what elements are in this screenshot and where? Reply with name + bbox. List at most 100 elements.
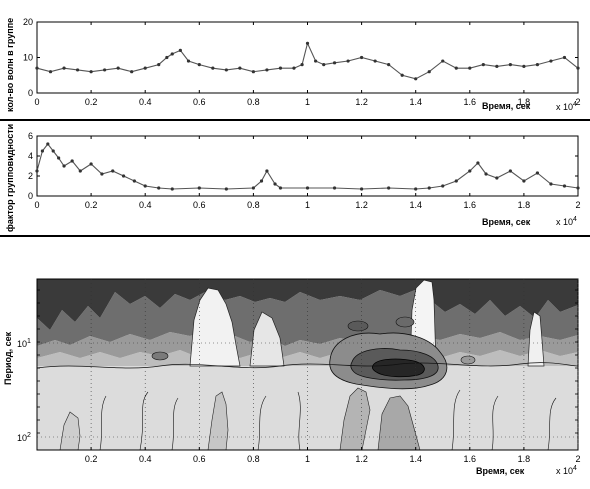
plume-0.85 bbox=[249, 311, 285, 367]
data-point bbox=[35, 66, 39, 70]
x-tick-label: 0.8 bbox=[247, 454, 260, 464]
x-tick-label: 0.2 bbox=[85, 454, 98, 464]
island-4 bbox=[460, 355, 476, 365]
data-point bbox=[48, 70, 53, 74]
blob-core bbox=[371, 358, 425, 378]
data-point bbox=[251, 70, 255, 74]
data-point bbox=[143, 184, 147, 188]
data-point bbox=[46, 142, 50, 146]
x-tick-label: 0.6 bbox=[193, 97, 206, 107]
panel-2-x-multiplier: x 104 bbox=[556, 216, 577, 227]
data-point bbox=[259, 179, 264, 183]
x-tick-label: 1 bbox=[305, 200, 310, 210]
data-point bbox=[211, 66, 215, 70]
data-point bbox=[35, 169, 39, 173]
x-tick-label: 1.8 bbox=[518, 200, 531, 210]
panel-group-factor: 0 0.2 0.4 0.6 0.8 1 1.2 1.4 1.6 1.8 2 0 2 4 6 Время, … bbox=[5, 124, 581, 232]
contour-line-b bbox=[99, 389, 557, 450]
data-point bbox=[78, 169, 82, 173]
lower-plume-4 bbox=[59, 411, 81, 450]
y-tick-label: 10 bbox=[23, 53, 33, 63]
x-tick-label: 0 bbox=[34, 200, 39, 210]
data-point bbox=[508, 63, 512, 67]
data-point bbox=[157, 63, 161, 67]
data-point bbox=[360, 187, 364, 191]
data-point bbox=[454, 66, 458, 70]
data-point bbox=[508, 169, 512, 173]
x-tick-label: 1.8 bbox=[518, 97, 531, 107]
x-tick-label: 1.6 bbox=[464, 454, 477, 464]
data-point bbox=[197, 186, 201, 190]
data-point bbox=[427, 186, 431, 190]
data-point bbox=[157, 186, 161, 190]
level-medium-dark bbox=[37, 290, 578, 346]
data-point bbox=[143, 66, 147, 70]
panel-2-series bbox=[35, 142, 580, 191]
data-point bbox=[522, 64, 526, 68]
data-point bbox=[238, 66, 242, 70]
data-point bbox=[346, 59, 350, 63]
panel-1-x-ticks: 0 0.2 0.4 0.6 0.8 1 1.2 1.4 1.6 1.8 2 bbox=[34, 22, 581, 107]
data-point bbox=[441, 184, 445, 188]
x-tick-label: 1.4 bbox=[409, 200, 422, 210]
data-point bbox=[400, 73, 404, 77]
y-tick-label: 0 bbox=[28, 88, 33, 98]
data-point bbox=[62, 66, 66, 70]
x-tick-label: 1 bbox=[305, 97, 310, 107]
data-point bbox=[314, 59, 318, 63]
data-point bbox=[40, 149, 45, 153]
panel-3-ylabel: Период, сек bbox=[3, 331, 13, 385]
data-point bbox=[51, 149, 55, 153]
data-point bbox=[373, 59, 377, 63]
data-point bbox=[332, 61, 337, 65]
data-point bbox=[121, 174, 126, 178]
data-point bbox=[89, 162, 93, 166]
data-point bbox=[562, 184, 567, 188]
x-tick-label: 1.2 bbox=[355, 200, 368, 210]
panel-wavelet: 0.2 0.4 0.6 0.8 1 1.2 1.4 1.6 1.8 2 101 102 Время… bbox=[3, 278, 581, 476]
data-point bbox=[116, 66, 120, 70]
wavelet-contour-fill bbox=[37, 279, 578, 450]
panel-3-xlabel: Время, сек bbox=[476, 466, 525, 476]
island-1 bbox=[151, 351, 169, 361]
data-point bbox=[178, 48, 182, 53]
data-point bbox=[495, 176, 499, 180]
y-tick-label: 20 bbox=[23, 17, 33, 27]
panel-3-y-tick-10-1: 101 bbox=[17, 338, 31, 349]
y-tick-label: 0 bbox=[28, 191, 33, 201]
data-point bbox=[265, 169, 269, 173]
data-point bbox=[441, 59, 445, 63]
data-point bbox=[549, 182, 553, 186]
panel-1-frame bbox=[36, 21, 579, 94]
panel-3-grid bbox=[37, 279, 579, 450]
level-dark-top bbox=[37, 279, 578, 330]
data-point bbox=[414, 77, 418, 81]
data-point bbox=[535, 63, 540, 67]
panel-3-y-tick-10-2: 102 bbox=[17, 432, 31, 443]
panel-1-series bbox=[35, 41, 580, 81]
x-tick-label: 0.8 bbox=[247, 97, 260, 107]
plume-0.65 bbox=[189, 287, 241, 367]
data-point bbox=[265, 68, 269, 72]
panel-3-x-ticks: 0.2 0.4 0.6 0.8 1 1.2 1.4 1.6 1.8 2 bbox=[85, 447, 581, 464]
data-point bbox=[292, 66, 296, 70]
data-point bbox=[454, 179, 458, 183]
island-2 bbox=[347, 320, 369, 332]
data-point bbox=[130, 70, 134, 74]
x-tick-label: 1.6 bbox=[464, 97, 477, 107]
data-point bbox=[360, 55, 364, 60]
x-tick-label: 1.2 bbox=[355, 454, 368, 464]
x-tick-label: 0 bbox=[34, 97, 39, 107]
data-point bbox=[70, 159, 74, 163]
lower-plume-2 bbox=[377, 395, 421, 450]
data-point bbox=[495, 64, 499, 68]
data-point bbox=[576, 186, 580, 190]
x-tick-label: 2 bbox=[575, 200, 580, 210]
data-point bbox=[414, 187, 418, 191]
data-point bbox=[300, 63, 304, 67]
data-point bbox=[103, 68, 107, 72]
data-point bbox=[75, 68, 80, 72]
x-tick-label: 0.4 bbox=[139, 454, 152, 464]
panel-2-y-ticks: 0 2 4 6 bbox=[28, 131, 578, 201]
